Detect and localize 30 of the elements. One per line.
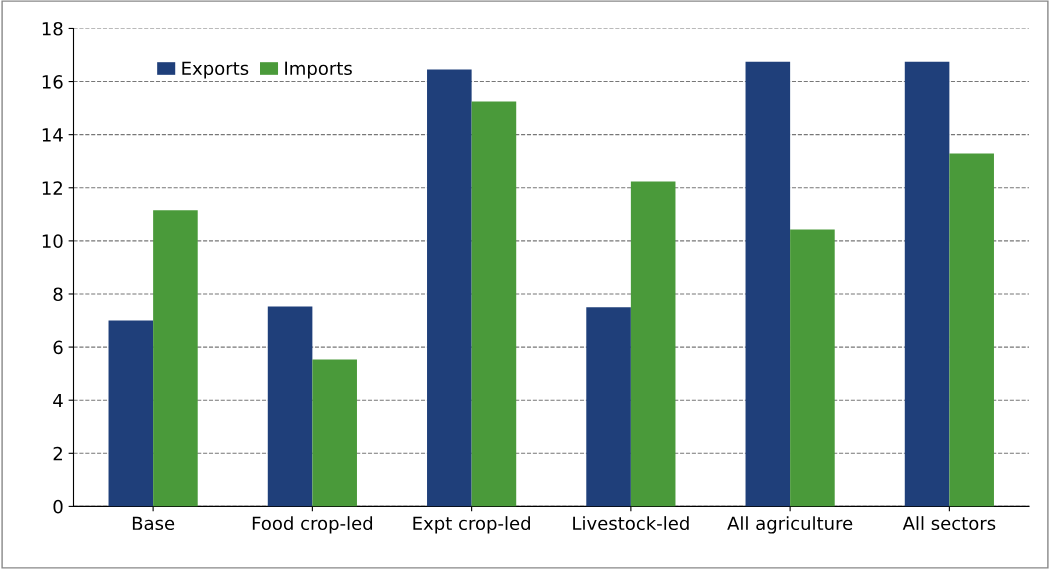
bar [630,181,676,507]
bar [267,306,313,507]
bar [745,61,791,507]
x-tick-label: Base [132,516,175,531]
y-tick-label: 2 [53,446,62,461]
y-tick-label: 18 [42,21,63,36]
y-tick-label: 6 [53,340,63,355]
y-tick-label: 16 [42,75,63,89]
bar [790,229,835,507]
bar [427,69,472,507]
bar [471,101,517,507]
bar [904,61,950,507]
x-tick-label: Food crop-led [252,516,373,534]
bar [108,320,154,507]
y-tick-label: 10 [42,234,63,248]
bar [312,359,357,507]
y-tick-label: 12 [42,181,62,195]
bar [586,307,631,507]
legend-label: Exports [182,61,249,79]
x-tick-label: All sectors [902,516,996,531]
x-tick-label: Livestock-led [573,516,689,531]
y-tick-label: 14 [42,128,63,142]
y-tick-label: 4 [53,393,63,408]
bar [949,153,994,507]
y-tick-label: 8 [53,287,63,302]
bar [153,210,198,507]
legend-label: Imports [285,61,352,79]
x-tick-label: Expt crop-led [413,516,530,534]
x-tick-label: All agriculture [727,516,853,534]
y-tick-label: 0 [53,499,63,514]
